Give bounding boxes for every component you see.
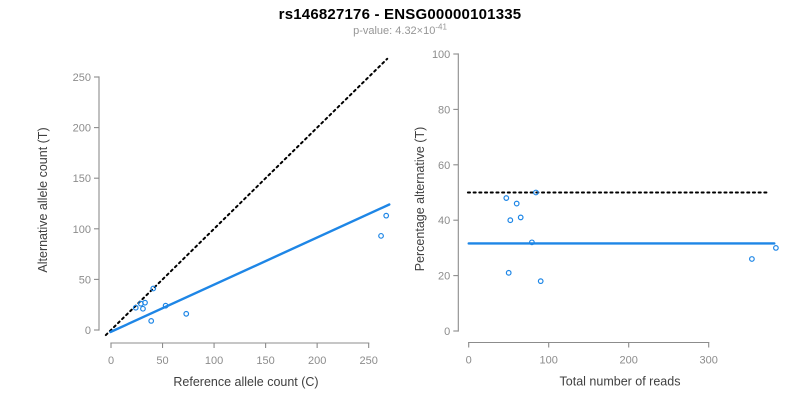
data-point [148, 317, 155, 324]
data-point [140, 305, 146, 312]
y-axis-title: Alternative allele count (T) [36, 127, 50, 272]
x-tick-label: 300 [700, 355, 718, 367]
x-tick-label: 0 [466, 355, 472, 367]
x-tick-label: 200 [620, 355, 638, 367]
data-point [749, 256, 755, 262]
plot-subtitle: p-value: 4.32×10-41 [0, 22, 800, 37]
data-point [533, 189, 539, 196]
x-tick-label: 100 [540, 355, 558, 367]
x-tick-label: 250 [359, 355, 377, 367]
data-point [150, 285, 157, 292]
x-axis-title: Total number of reads [560, 375, 681, 389]
x-axis-title: Reference allele count (C) [173, 375, 318, 389]
y-tick-label: 40 [438, 215, 450, 227]
data-point [132, 304, 139, 311]
y-tick-label: 0 [85, 325, 91, 337]
fit-line [109, 203, 391, 334]
data-point [537, 278, 544, 285]
y-tick-label: 50 [79, 274, 91, 286]
y-tick-label: 100 [432, 49, 450, 61]
x-tick-label: 200 [308, 355, 326, 367]
y-tick-label: 150 [73, 173, 91, 185]
data-point [183, 310, 190, 317]
data-point [142, 299, 148, 306]
data-point [378, 232, 384, 239]
page-title: rs146827176 - ENSG00000101335 [278, 6, 522, 23]
data-point [513, 200, 520, 207]
y-tick-label: 80 [438, 104, 450, 116]
y-tick-label: 20 [438, 271, 450, 283]
x-tick-label: 150 [256, 355, 274, 367]
x-tick-label: 0 [108, 355, 114, 367]
y-tick-label: 60 [438, 160, 450, 172]
data-point [503, 195, 510, 201]
data-point [529, 239, 535, 246]
subtitle-exponent: -41 [435, 22, 447, 32]
y-tick-label: 100 [73, 224, 91, 236]
y-tick-label: 200 [73, 123, 91, 135]
data-point [507, 217, 514, 224]
data-point [505, 269, 512, 276]
data-point [383, 212, 390, 219]
subtitle-text: p-value: 4.32×10 [353, 25, 436, 37]
data-point [773, 244, 779, 251]
y-tick-label: 0 [444, 326, 450, 338]
data-point [162, 302, 169, 309]
x-tick-label: 100 [205, 355, 223, 367]
y-axis-title: Percentage alternative (T) [413, 127, 427, 272]
identity-line [104, 57, 389, 337]
y-tick-label: 250 [73, 72, 91, 84]
data-point [517, 214, 524, 221]
x-tick-label: 50 [156, 355, 168, 367]
